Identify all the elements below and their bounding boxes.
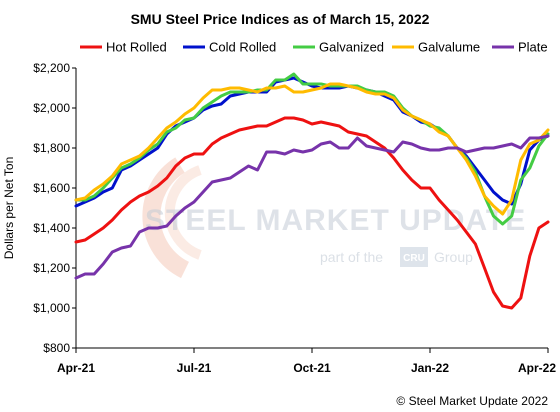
legend-label: Galvalume [418,40,480,55]
legend-item-galvanized: Galvanized [293,40,384,55]
legend-label: Hot Rolled [106,40,167,55]
x-tick-label: Oct-21 [293,361,331,375]
y-axis: $800 $1,000 $1,200 $1,400 $1,600 $1,800 $2,000… [33,61,77,355]
x-tick-label: Apr-21 [57,361,95,375]
legend-item-hot-rolled: Hot Rolled [80,40,167,55]
watermark-brand: STEEL MARKET UPDATE [145,204,526,237]
legend-item-cold-rolled: Cold Rolled [183,40,276,55]
y-tick-label: $1,400 [33,221,70,235]
y-tick-label: $1,800 [33,141,70,155]
watermark-tagline-left: part of the [320,249,383,265]
watermark-tagline-right: Group [434,249,473,265]
legend-item-galvalume: Galvalume [392,40,480,55]
x-axis: Apr-21 Jul-21 Oct-21 Jan-22 Apr-22 [57,347,556,375]
y-tick-label: $1,000 [33,301,70,315]
series-line-hot-rolled [74,116,550,310]
x-tick-label: Jul-21 [177,361,212,375]
series-line-plate [74,134,550,280]
watermark-cru-box [400,247,428,267]
series-layer [74,72,550,310]
y-tick-label: $1,200 [33,261,70,275]
x-tick-label: Jan-22 [411,361,449,375]
copyright-notice: © Steel Market Update 2022 [396,394,548,408]
y-axis-label: Dollars per Net Ton [2,157,16,260]
y-tick-label: $800 [43,341,70,355]
legend-label: Cold Rolled [209,40,276,55]
legend-label: Plate [518,40,548,55]
series-line-galvalume [74,82,550,216]
y-tick-label: $1,600 [33,181,70,195]
y-tick-label: $2,200 [33,61,70,75]
legend-item-plate: Plate [492,40,548,55]
x-tick-label: Apr-22 [518,361,556,375]
chart-title: SMU Steel Price Indices as of March 15, … [131,11,430,27]
watermark-cru: CRU [403,253,425,264]
y-tick-label: $2,000 [33,101,70,115]
legend: Hot Rolled Cold Rolled Galvanized Galvalume… [80,40,548,55]
legend-label: Galvanized [319,40,384,55]
